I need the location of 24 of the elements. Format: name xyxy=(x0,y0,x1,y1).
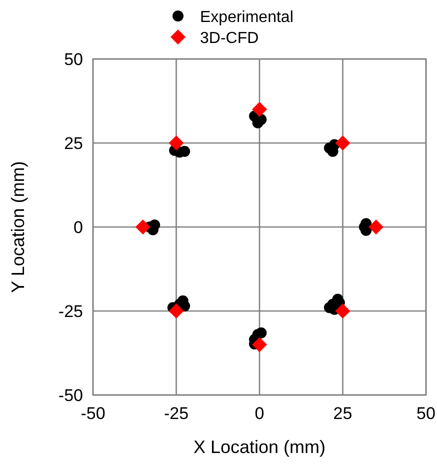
point xyxy=(252,102,267,117)
point xyxy=(252,337,267,352)
y-tick-label: -25 xyxy=(58,302,83,321)
y-axis-title: Y Location (mm) xyxy=(8,161,28,293)
y-tick-label: -50 xyxy=(58,386,83,405)
x-tick-label: 0 xyxy=(254,404,264,423)
y-tick-label: 50 xyxy=(64,50,83,69)
point xyxy=(135,220,150,234)
legend-label: 3D-CFD xyxy=(200,30,259,47)
point xyxy=(335,304,350,318)
point xyxy=(368,220,384,234)
y-tick-label: 0 xyxy=(74,218,83,237)
x-tick-label: 25 xyxy=(333,404,352,423)
point xyxy=(149,219,160,230)
point xyxy=(168,136,184,150)
x-axis-title: X Location (mm) xyxy=(193,437,326,457)
point xyxy=(256,327,267,338)
x-tick-label: -50 xyxy=(80,404,106,423)
x-tick-label: -25 xyxy=(164,404,189,423)
point xyxy=(168,304,184,318)
legend-label: Experimental xyxy=(200,9,294,26)
x-tick-label: 50 xyxy=(416,404,436,423)
y-tick-label: 25 xyxy=(64,134,83,153)
point xyxy=(335,136,350,150)
